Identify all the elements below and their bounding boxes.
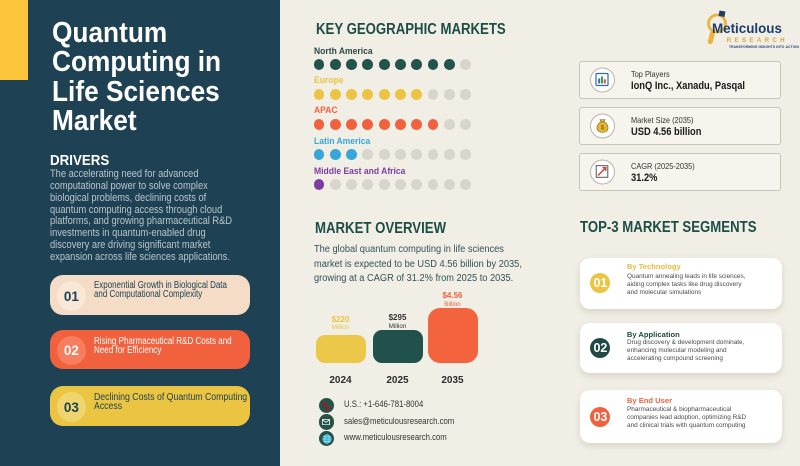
svg-text:$: $: [600, 124, 604, 131]
